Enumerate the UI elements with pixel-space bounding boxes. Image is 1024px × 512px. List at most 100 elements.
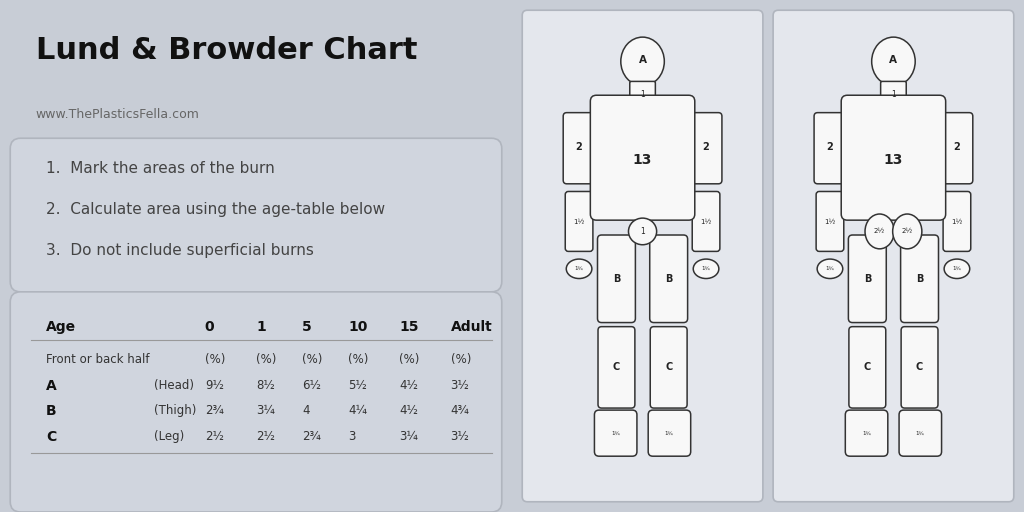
- FancyBboxPatch shape: [563, 113, 595, 184]
- FancyBboxPatch shape: [842, 95, 946, 220]
- Ellipse shape: [865, 214, 894, 249]
- Text: 1½: 1½: [573, 219, 585, 225]
- FancyBboxPatch shape: [590, 95, 694, 220]
- FancyBboxPatch shape: [648, 410, 690, 456]
- FancyBboxPatch shape: [846, 410, 888, 456]
- Text: 1: 1: [891, 90, 896, 99]
- FancyBboxPatch shape: [881, 81, 906, 104]
- Text: 3½: 3½: [451, 379, 469, 392]
- FancyBboxPatch shape: [522, 10, 763, 502]
- FancyBboxPatch shape: [10, 292, 502, 512]
- Text: (%): (%): [348, 353, 369, 366]
- Text: 13: 13: [884, 153, 903, 167]
- Text: 2½: 2½: [256, 430, 274, 443]
- Text: Adult: Adult: [451, 320, 493, 334]
- FancyBboxPatch shape: [690, 113, 722, 184]
- Text: 2: 2: [702, 142, 710, 153]
- FancyBboxPatch shape: [941, 113, 973, 184]
- Text: 3½: 3½: [451, 430, 469, 443]
- Text: 1½: 1½: [700, 219, 712, 225]
- FancyBboxPatch shape: [594, 410, 637, 456]
- Text: 5: 5: [302, 320, 312, 334]
- Ellipse shape: [629, 218, 656, 245]
- Text: Lund & Browder Chart: Lund & Browder Chart: [36, 36, 418, 65]
- Text: www.ThePlasticsFella.com: www.ThePlasticsFella.com: [36, 108, 200, 120]
- FancyBboxPatch shape: [598, 327, 635, 408]
- Text: (%): (%): [205, 353, 225, 366]
- Text: 4½: 4½: [399, 404, 418, 417]
- Text: 3¼: 3¼: [399, 430, 418, 443]
- Text: 1½: 1½: [951, 219, 963, 225]
- Ellipse shape: [693, 259, 719, 279]
- Text: (%): (%): [399, 353, 420, 366]
- Text: A: A: [46, 379, 56, 393]
- Text: 2½: 2½: [902, 228, 912, 234]
- Text: 3.  Do not include superficial burns: 3. Do not include superficial burns: [46, 243, 314, 258]
- Text: 2¾: 2¾: [205, 404, 223, 417]
- Text: 2½: 2½: [205, 430, 223, 443]
- Text: 8½: 8½: [256, 379, 274, 392]
- Ellipse shape: [566, 259, 592, 279]
- Text: B: B: [612, 274, 621, 284]
- FancyBboxPatch shape: [814, 113, 846, 184]
- FancyBboxPatch shape: [849, 327, 886, 408]
- Text: 1¾: 1¾: [665, 431, 674, 436]
- Text: 5½: 5½: [348, 379, 367, 392]
- Text: C: C: [915, 362, 924, 372]
- Text: 4¼: 4¼: [348, 404, 368, 417]
- Text: 1¾: 1¾: [952, 266, 962, 271]
- Text: 1: 1: [640, 90, 645, 99]
- Text: (Leg): (Leg): [154, 430, 184, 443]
- Text: 6½: 6½: [302, 379, 321, 392]
- Text: B: B: [863, 274, 871, 284]
- Text: C: C: [863, 362, 871, 372]
- Text: 10: 10: [348, 320, 368, 334]
- FancyBboxPatch shape: [630, 81, 655, 104]
- Text: B: B: [915, 274, 924, 284]
- Text: 15: 15: [399, 320, 419, 334]
- Text: (%): (%): [256, 353, 276, 366]
- FancyBboxPatch shape: [848, 235, 887, 323]
- Text: 9½: 9½: [205, 379, 223, 392]
- FancyBboxPatch shape: [901, 235, 938, 323]
- FancyBboxPatch shape: [692, 191, 720, 251]
- Text: 3: 3: [348, 430, 355, 443]
- Text: 4½: 4½: [399, 379, 418, 392]
- Text: 1: 1: [256, 320, 266, 334]
- Text: C: C: [665, 362, 673, 372]
- FancyBboxPatch shape: [901, 327, 938, 408]
- Text: C: C: [612, 362, 621, 372]
- Ellipse shape: [817, 259, 843, 279]
- Text: 1.  Mark the areas of the burn: 1. Mark the areas of the burn: [46, 161, 274, 176]
- Text: 4: 4: [302, 404, 309, 417]
- Text: 2½: 2½: [874, 228, 885, 234]
- Text: 1½: 1½: [824, 219, 836, 225]
- Ellipse shape: [871, 37, 915, 86]
- Text: 1¾: 1¾: [862, 431, 871, 436]
- Ellipse shape: [944, 259, 970, 279]
- Ellipse shape: [893, 214, 922, 249]
- Text: 13: 13: [633, 153, 652, 167]
- Text: 1¾: 1¾: [574, 266, 584, 271]
- Text: 1¾: 1¾: [825, 266, 835, 271]
- Text: 1¾: 1¾: [915, 431, 925, 436]
- Text: 4¾: 4¾: [451, 404, 469, 417]
- Ellipse shape: [621, 37, 665, 86]
- Text: B: B: [46, 404, 56, 418]
- Text: 0: 0: [205, 320, 214, 334]
- Text: C: C: [46, 430, 56, 444]
- Text: (Thigh): (Thigh): [154, 404, 196, 417]
- Text: 2: 2: [575, 142, 583, 153]
- FancyBboxPatch shape: [10, 138, 502, 292]
- FancyBboxPatch shape: [816, 191, 844, 251]
- Text: 2.  Calculate area using the age-table below: 2. Calculate area using the age-table be…: [46, 202, 385, 217]
- Text: 1: 1: [640, 227, 645, 236]
- FancyBboxPatch shape: [598, 235, 635, 323]
- Text: Front or back half: Front or back half: [46, 353, 150, 366]
- Text: 3¼: 3¼: [256, 404, 274, 417]
- Text: 1¾: 1¾: [701, 266, 711, 271]
- FancyBboxPatch shape: [565, 191, 593, 251]
- Text: A: A: [639, 55, 646, 66]
- Text: 2¾: 2¾: [302, 430, 321, 443]
- Text: (%): (%): [302, 353, 323, 366]
